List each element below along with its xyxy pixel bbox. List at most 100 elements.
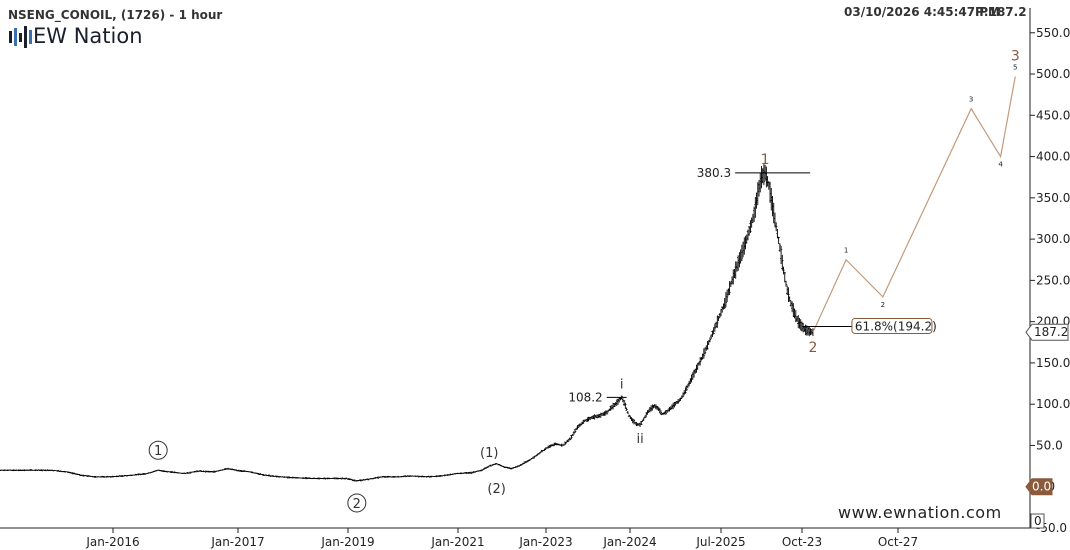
price-bar <box>535 454 539 456</box>
price-bar <box>562 443 566 446</box>
price-bar <box>6 469 9 471</box>
price-bar <box>713 323 717 332</box>
price-bar <box>622 400 626 406</box>
price-bar <box>499 464 502 466</box>
y-tick-label: 250.0 <box>1036 273 1070 287</box>
price-bar <box>564 441 567 445</box>
price-bar <box>698 357 702 366</box>
price-bar <box>700 357 703 361</box>
wave-circle-marker <box>148 440 168 460</box>
price-bar <box>665 409 669 413</box>
projection-wave-label: 4 <box>998 161 1003 169</box>
price-bar <box>570 435 573 439</box>
price-bar <box>538 452 541 454</box>
projection-wave-label: 5 <box>1013 64 1017 72</box>
price-bar <box>605 410 609 415</box>
price-bar <box>777 236 780 245</box>
price-bar <box>34 469 37 471</box>
price-bar <box>360 479 363 481</box>
price-bar <box>588 416 591 421</box>
price-bar <box>186 472 189 474</box>
wave-label: 1 <box>154 444 162 459</box>
price-bar <box>627 414 631 417</box>
price-bar <box>571 434 574 437</box>
price-bar <box>506 466 509 469</box>
price-bar <box>749 220 752 233</box>
price-bar <box>519 464 523 466</box>
y-tick-label: 100.0 <box>1036 397 1070 411</box>
price-bar <box>353 479 356 482</box>
price-bar <box>658 408 661 414</box>
price-bar <box>573 429 577 434</box>
price-bar <box>521 463 524 465</box>
price-bar <box>258 473 262 476</box>
price-bar <box>656 405 659 411</box>
price-bar <box>624 402 627 409</box>
price-bar <box>779 246 783 265</box>
x-tick-label: Oct-23 <box>782 535 822 549</box>
projection-wave-label: 1 <box>844 247 848 255</box>
price-bar <box>527 459 530 462</box>
price-bar <box>72 472 75 475</box>
y-tick-label: 400.0 <box>1036 150 1070 164</box>
wave-label: 1 <box>761 152 770 168</box>
price-bar <box>148 472 151 474</box>
wave-circle-marker <box>347 493 367 513</box>
price-bar <box>513 466 517 468</box>
price-bar <box>524 461 528 463</box>
x-tick-label: Jan-2024 <box>602 535 656 549</box>
price-bar <box>540 449 544 453</box>
wave-label: 3 <box>1011 49 1020 65</box>
price-bar <box>774 222 778 232</box>
wave-label: (2) <box>487 482 505 497</box>
zero-price-tag: 0.0 <box>1025 478 1053 496</box>
price-bar <box>472 471 475 474</box>
x-tick-label: Jan-2019 <box>320 535 374 549</box>
price-bar <box>723 298 726 309</box>
price-bar <box>657 407 660 411</box>
price-bar <box>778 243 782 252</box>
price-bar <box>716 315 719 328</box>
price-bar <box>626 411 630 414</box>
price-bar <box>446 474 449 476</box>
price-bar <box>568 437 572 441</box>
price-bar <box>501 465 504 467</box>
projection-wave-label: 3 <box>969 96 973 104</box>
price-bar <box>599 412 603 418</box>
price-bar <box>374 477 377 479</box>
price-bar <box>708 337 712 343</box>
y-tick-label: 350.0 <box>1036 191 1070 205</box>
y-tick-label: 50.0 <box>1036 438 1063 452</box>
price-bar <box>188 471 192 474</box>
logo-text: EW Nation <box>33 24 143 48</box>
price-bar <box>138 473 141 476</box>
price-bar <box>376 476 379 479</box>
price-bar <box>782 266 785 275</box>
price-bar <box>212 471 215 473</box>
price-bar <box>485 466 488 469</box>
price-bar <box>76 473 79 475</box>
x-tick-label: Oct-27 <box>878 535 918 549</box>
price-bar <box>560 443 563 447</box>
price-bar <box>486 466 490 468</box>
price-bar <box>497 464 501 466</box>
price-bar <box>40 469 43 472</box>
y-tick-label: 300.0 <box>1036 232 1070 246</box>
price-bar <box>116 475 119 478</box>
price-bar <box>149 472 153 473</box>
price-bar <box>58 470 62 472</box>
price-bar <box>659 410 663 415</box>
price-bar <box>681 392 685 398</box>
price-bar <box>517 465 520 467</box>
level-label: 108.2 <box>568 390 602 404</box>
price-bar <box>71 472 74 475</box>
x-tick-label: Jan-2023 <box>518 535 572 549</box>
zero-label: 0.0 <box>1032 480 1051 494</box>
chart-price-tag: P:187.2 <box>975 5 1027 19</box>
price-bar <box>728 281 731 296</box>
price-bar <box>489 464 492 467</box>
x-tick-label: Jan-2021 <box>430 535 484 549</box>
wave-label: ii <box>636 432 643 447</box>
price-bar <box>703 347 707 355</box>
